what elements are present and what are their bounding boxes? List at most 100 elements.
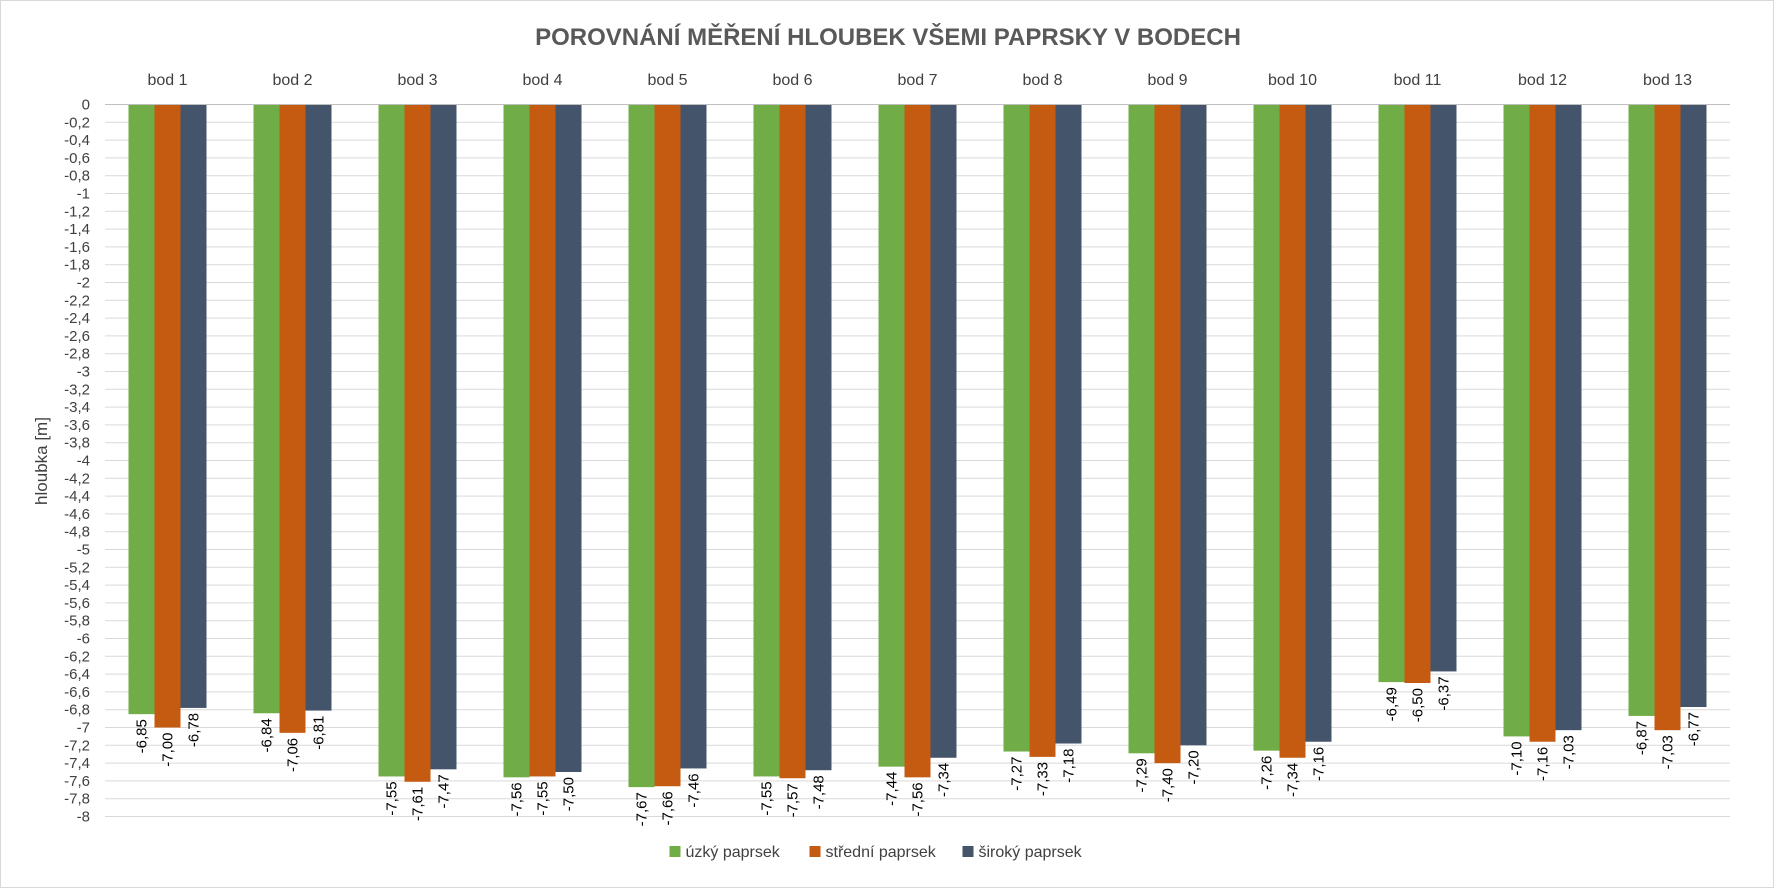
bar bbox=[1029, 104, 1056, 757]
bar bbox=[180, 104, 207, 708]
y-tick-label: -2,4 bbox=[64, 310, 90, 327]
y-tick-label: -7,8 bbox=[64, 791, 90, 808]
data-label: -7,57 bbox=[785, 783, 802, 817]
y-tick-label: -3,2 bbox=[64, 381, 90, 398]
y-tick-label: -1 bbox=[77, 186, 90, 203]
y-tick-label: -2,2 bbox=[64, 292, 90, 309]
y-tick-label: -7,6 bbox=[64, 773, 90, 790]
category-label: bod 10 bbox=[1268, 72, 1317, 89]
legend-swatch bbox=[962, 846, 974, 857]
legend-label: úzký paprsek bbox=[686, 844, 781, 861]
bar bbox=[378, 104, 405, 777]
y-tick-label: -5,6 bbox=[64, 595, 90, 612]
y-tick-label: -4,2 bbox=[64, 470, 90, 487]
bar bbox=[1154, 104, 1181, 764]
y-tick-label: -0,6 bbox=[64, 150, 90, 167]
y-tick-label: -0,8 bbox=[64, 168, 90, 185]
bar bbox=[1253, 104, 1280, 751]
y-tick-label: -7 bbox=[77, 720, 90, 737]
data-label: -6,49 bbox=[1384, 687, 1401, 721]
bar bbox=[1404, 104, 1431, 683]
bar bbox=[628, 104, 655, 788]
bar bbox=[154, 104, 181, 728]
data-label: -7,27 bbox=[1009, 757, 1026, 791]
data-label: -6,81 bbox=[311, 716, 328, 750]
y-tick-label: -6 bbox=[77, 631, 90, 648]
bar bbox=[128, 104, 155, 715]
y-tick-label: -6,6 bbox=[64, 684, 90, 701]
y-tick-label: -2 bbox=[77, 275, 90, 292]
legend-swatch bbox=[669, 846, 681, 857]
bar bbox=[904, 104, 931, 778]
y-tick-label: -6,2 bbox=[64, 648, 90, 665]
y-tick-label: 0 bbox=[82, 97, 90, 114]
category-label: bod 3 bbox=[397, 72, 437, 89]
y-tick-label: -7,4 bbox=[64, 755, 90, 772]
data-label: -7,55 bbox=[759, 781, 776, 815]
bar bbox=[253, 104, 280, 714]
bar bbox=[753, 104, 780, 777]
data-label: -7,34 bbox=[1285, 763, 1302, 797]
bar bbox=[1555, 104, 1582, 731]
legend-label: střední paprsek bbox=[826, 844, 937, 861]
data-label: -6,77 bbox=[1686, 712, 1703, 746]
data-label: -7,29 bbox=[1134, 758, 1151, 792]
category-label: bod 1 bbox=[147, 72, 187, 89]
y-tick-label: -3,8 bbox=[64, 435, 90, 452]
data-label: -7,20 bbox=[1186, 750, 1203, 784]
category-label: bod 11 bbox=[1394, 72, 1442, 89]
category-label: bod 13 bbox=[1643, 72, 1692, 89]
data-label: -7,56 bbox=[509, 782, 526, 816]
bar bbox=[1503, 104, 1530, 737]
category-label: bod 12 bbox=[1518, 72, 1567, 89]
data-label: -7,55 bbox=[535, 781, 552, 815]
bar bbox=[878, 104, 905, 767]
bar bbox=[680, 104, 707, 769]
data-label: -7,67 bbox=[634, 792, 651, 826]
bar bbox=[1055, 104, 1082, 744]
bar bbox=[779, 104, 806, 779]
bar bbox=[1128, 104, 1155, 754]
y-tick-label: -0,4 bbox=[64, 132, 90, 149]
data-label: -7,55 bbox=[384, 781, 401, 815]
bar bbox=[1628, 104, 1655, 716]
bar bbox=[1279, 104, 1306, 758]
bar bbox=[1003, 104, 1030, 752]
data-label: -7,18 bbox=[1061, 749, 1078, 783]
bar bbox=[1654, 104, 1681, 731]
legend-label: široký paprsek bbox=[979, 844, 1083, 861]
y-axis-ticks: 0-0,2-0,4-0,6-0,8-1-1,2-1,4-1,6-1,8-2-2,… bbox=[64, 97, 90, 826]
y-tick-label: -8 bbox=[77, 809, 90, 826]
data-label: -7,16 bbox=[1311, 747, 1328, 781]
bar bbox=[930, 104, 957, 758]
data-label: -7,34 bbox=[936, 763, 953, 797]
legend-swatch bbox=[809, 846, 821, 857]
y-tick-label: -1,6 bbox=[64, 239, 90, 256]
legend-item: úzký paprsek bbox=[669, 844, 781, 861]
y-tick-label: -4,8 bbox=[64, 524, 90, 541]
bar bbox=[555, 104, 582, 772]
bar bbox=[404, 104, 431, 782]
data-label: -7,03 bbox=[1660, 735, 1677, 769]
bar bbox=[1430, 104, 1457, 672]
legend-item: střední paprsek bbox=[809, 844, 937, 861]
category-labels: bod 1 bod 2 bod 3 bod 4 bod 5 bod 6 bod 7 bod 8… bbox=[147, 72, 1692, 89]
data-label: -6,87 bbox=[1634, 721, 1651, 755]
y-tick-label: -1,8 bbox=[64, 257, 90, 274]
data-label: -7,33 bbox=[1035, 762, 1052, 796]
data-label: -6,84 bbox=[259, 718, 276, 752]
legend: úzký paprsek střední paprsek široký paprse… bbox=[669, 844, 1083, 861]
y-tick-label: -1,4 bbox=[64, 221, 90, 238]
y-tick-label: -5,4 bbox=[64, 577, 90, 594]
category-label: bod 4 bbox=[522, 72, 562, 89]
y-tick-label: -6,4 bbox=[64, 666, 90, 683]
data-label: -6,85 bbox=[134, 719, 151, 753]
bar bbox=[1378, 104, 1405, 683]
data-label: -7,47 bbox=[436, 774, 453, 808]
bar bbox=[503, 104, 530, 778]
data-label: -7,48 bbox=[811, 775, 828, 809]
y-tick-label: -0,2 bbox=[64, 114, 90, 131]
y-tick-label: -2,6 bbox=[64, 328, 90, 345]
y-tick-label: -3,6 bbox=[64, 417, 90, 434]
